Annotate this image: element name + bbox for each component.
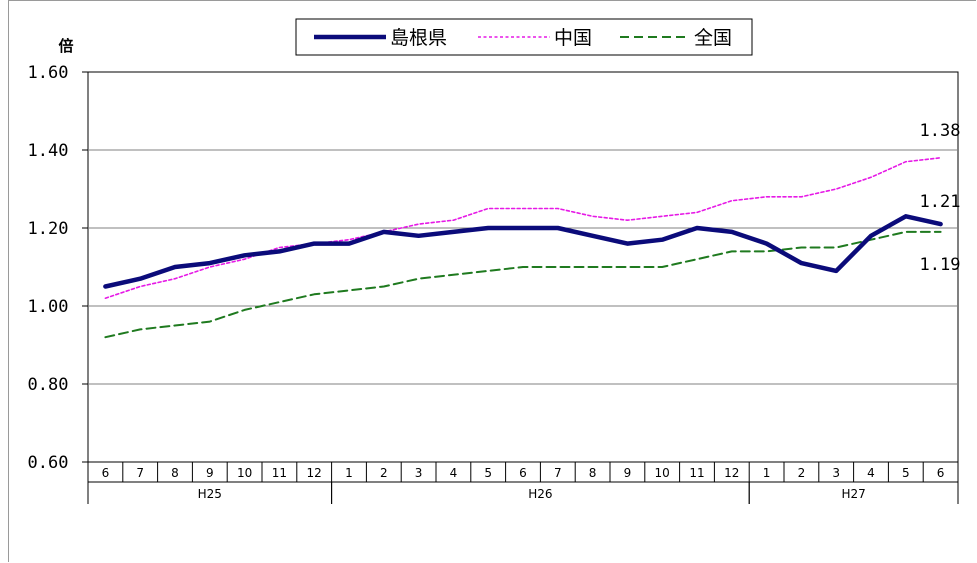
x-tick-label: 6 [519,466,527,480]
x-tick-label: 7 [136,466,144,480]
series-line-national [104,230,942,339]
y-tick-label: 1.60 [28,63,69,83]
x-tick-label: 5 [484,466,492,480]
annotation-national-last: 1.19 [920,255,961,275]
x-tick-label: 2 [798,466,806,480]
y-axis-ticks: 1.60 1.40 1.20 1.00 0.80 0.60 [28,63,88,473]
x-tick-label: 8 [589,466,597,480]
x-tick-label: 4 [867,466,875,480]
x-tick-label: 9 [624,466,632,480]
x-tick-label: 3 [832,466,840,480]
x-tick-label: 11 [689,466,704,480]
legend-label-shimane: 島根県 [390,27,447,49]
x-tick-label: 1 [763,466,771,480]
y-axis-label: 倍 [58,37,73,55]
x-tick-label: 10 [237,466,252,480]
x-tick-label: 9 [206,466,214,480]
y-tick-label: 1.20 [28,219,69,239]
x-tick-label: 7 [554,466,562,480]
annotation-chugoku-last: 1.38 [920,121,961,141]
series-line-shimane [103,214,943,289]
x-tick-label: 3 [415,466,423,480]
legend-label-national: 全国 [694,27,732,49]
legend-label-chugoku: 中国 [554,27,592,49]
y-tick-label: 1.00 [28,297,69,317]
x-tick-label: 11 [272,466,287,480]
x-tick-label: 8 [171,466,179,480]
legend: 島根県 中国 全国 [295,18,753,56]
x-tick-label: 5 [902,466,910,480]
x-tick-label: 12 [724,466,739,480]
series-lines [103,157,943,339]
y-tick-label: 1.40 [28,141,69,161]
chart-frame [8,0,976,562]
x-tick-label: 10 [655,466,670,480]
year-label: H27 [841,487,865,501]
x-tick-label: 12 [307,466,322,480]
x-tick-label: 6 [102,466,110,480]
year-label: H25 [198,487,222,501]
x-tick-label: 1 [345,466,353,480]
y-tick-label: 0.60 [28,453,69,473]
x-tick-label: 4 [450,466,458,480]
x-tick-label: 6 [937,466,945,480]
annotation-shimane-last: 1.21 [920,192,961,212]
year-label: H26 [528,487,552,501]
x-tick-label: 2 [380,466,388,480]
series-line-chugoku [104,157,942,300]
y-tick-label: 0.80 [28,375,69,395]
